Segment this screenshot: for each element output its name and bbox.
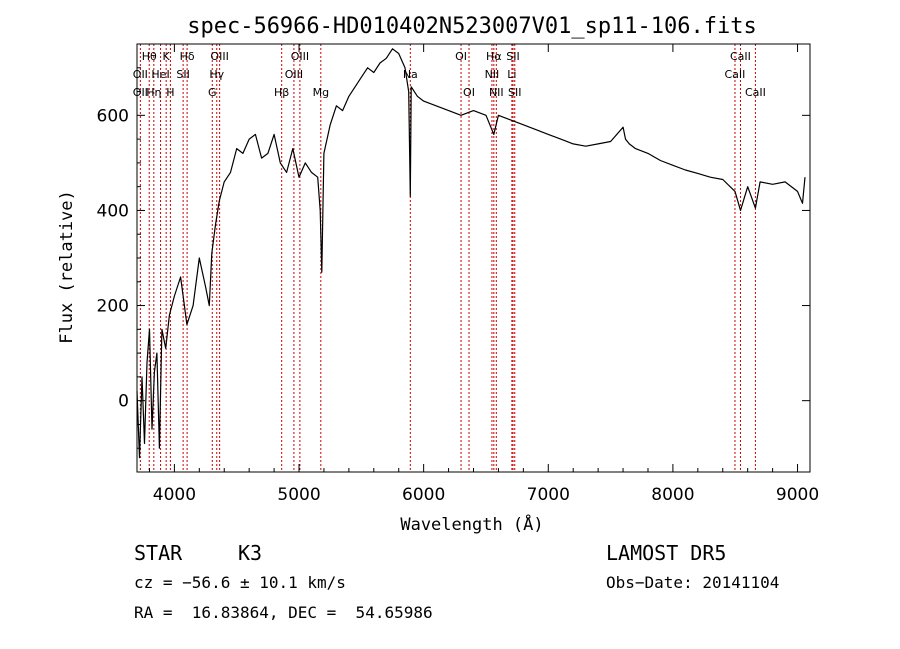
line-label-11: SII bbox=[176, 68, 189, 81]
x-axis-label: Wavelength (Å) bbox=[400, 513, 543, 535]
line-label-16: CaII bbox=[725, 68, 746, 81]
x-tick-label-4: 8000 bbox=[651, 485, 694, 505]
spectrum-line-0 bbox=[136, 48, 806, 459]
line-label-3: OIII bbox=[210, 50, 228, 63]
line-label-15: Li bbox=[507, 68, 516, 81]
object-subclass: K3 bbox=[238, 541, 263, 565]
plot-frame bbox=[136, 43, 811, 473]
observation-date: Obs−Date: 20141104 bbox=[606, 573, 780, 592]
line-label-7: SII bbox=[506, 50, 519, 63]
y-tick-label-3: 600 bbox=[97, 106, 129, 126]
spectrum-chart: spec-56966-HD010402N523007V01_sp11-106.f… bbox=[57, 14, 819, 535]
line-label-21: Hβ bbox=[274, 86, 289, 99]
line-label-25: NII bbox=[489, 86, 504, 99]
object-class: STAR bbox=[134, 541, 183, 565]
line-label-19: H bbox=[166, 86, 174, 99]
line-label-14: NII bbox=[485, 68, 500, 81]
x-tick-label-3: 7000 bbox=[527, 485, 570, 505]
line-label-18: Hη bbox=[146, 86, 161, 99]
survey-name: LAMOST DR5 bbox=[606, 541, 727, 565]
y-tick-label-0: 0 bbox=[118, 392, 129, 412]
y-tick-label-1: 200 bbox=[97, 297, 129, 317]
line-label-4: OIII bbox=[291, 50, 309, 63]
x-tick-label-2: 6000 bbox=[402, 485, 445, 505]
line-label-0: Hθ bbox=[142, 50, 157, 63]
x-axis-ticks: 4000 5000 6000 7000 8000 9000 bbox=[148, 44, 819, 505]
chart-title: spec-56966-HD010402N523007V01_sp11-106.f… bbox=[187, 14, 757, 39]
y-axis-ticks: 0 200 400 600 bbox=[97, 67, 810, 449]
line-label-9: OII bbox=[133, 68, 148, 81]
spectrum-series bbox=[136, 48, 806, 459]
emission-line-markers bbox=[139, 44, 756, 472]
line-label-10: HeI bbox=[151, 68, 169, 81]
x-tick-label-1: 5000 bbox=[277, 485, 320, 505]
line-label-26: SII bbox=[508, 86, 521, 99]
line-label-6: Hα bbox=[486, 50, 502, 63]
line-label-1: K bbox=[163, 50, 171, 63]
x-tick-label-0: 4000 bbox=[153, 485, 196, 505]
redshift-velocity: cz = −56.6 ± 10.1 km/s bbox=[134, 573, 346, 592]
line-label-24: OI bbox=[463, 86, 475, 99]
line-label-2: Hδ bbox=[180, 50, 195, 63]
sky-coordinates: RA = 16.83864, DEC = 54.65986 bbox=[134, 603, 433, 622]
line-label-22: Mg bbox=[313, 86, 329, 99]
line-label-8: CaII bbox=[730, 50, 751, 63]
y-axis-label: Flux (relative) bbox=[57, 190, 77, 344]
x-tick-label-5: 9000 bbox=[776, 485, 819, 505]
y-tick-label-2: 400 bbox=[97, 201, 129, 221]
line-label-12: Hγ bbox=[209, 68, 224, 81]
emission-line-labels: Hθ K Hδ OIII OIII OI Hα SII CaII OII HeI SII Hγ OIII N… bbox=[133, 50, 766, 99]
line-label-13: OIII bbox=[285, 68, 303, 81]
line-label-5: OI bbox=[455, 50, 467, 63]
line-label-20: G bbox=[208, 86, 217, 99]
line-label-27: CaII bbox=[745, 86, 766, 99]
